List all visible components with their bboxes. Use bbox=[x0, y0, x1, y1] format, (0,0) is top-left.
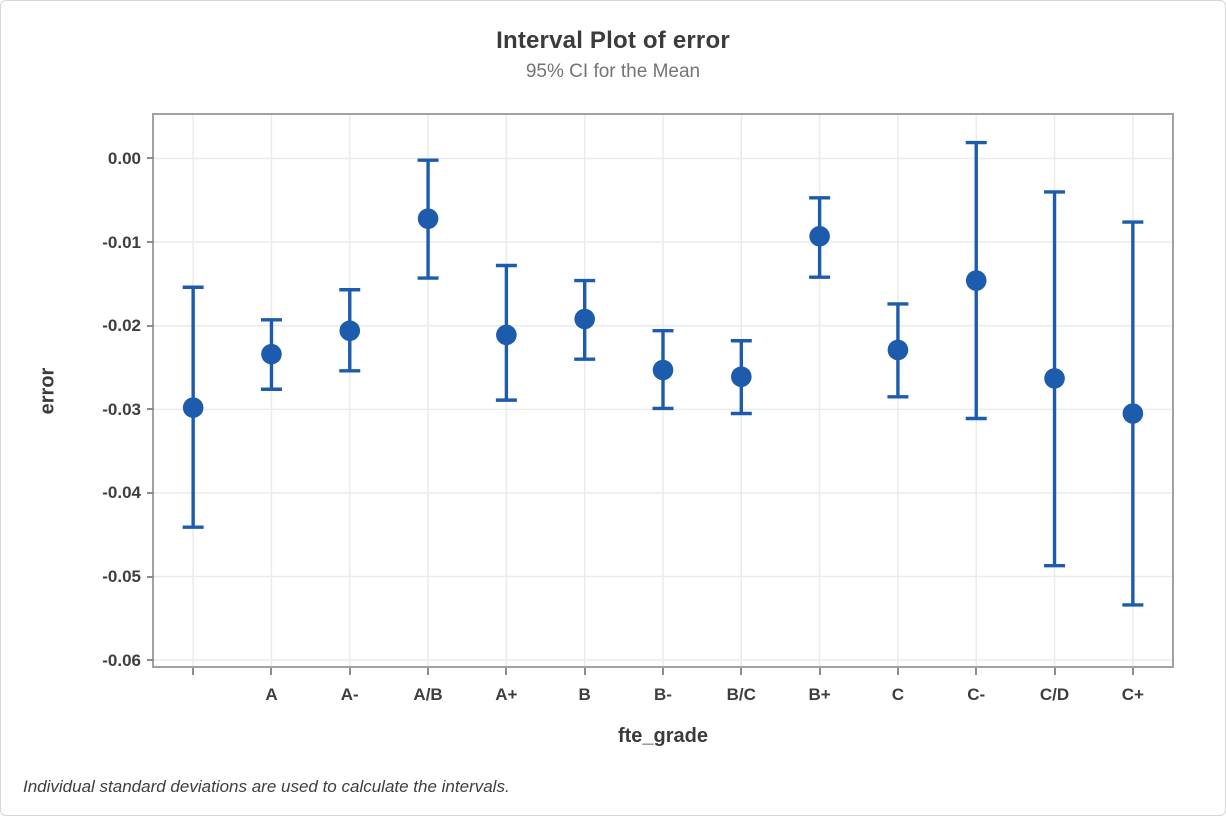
y-tick-mark bbox=[147, 324, 154, 327]
x-tick-label: A/B bbox=[413, 685, 443, 704]
mean-marker bbox=[417, 208, 439, 229]
mean-marker bbox=[965, 270, 987, 291]
x-tick-label: C bbox=[891, 685, 905, 704]
y-tick-label: -0.06 bbox=[102, 650, 141, 670]
x-tick-mark bbox=[270, 668, 273, 675]
chart-subtitle: 95% CI for the Mean bbox=[525, 61, 701, 82]
mean-marker bbox=[574, 308, 595, 330]
y-tick-label: -0.02 bbox=[102, 316, 141, 336]
y-tick-mark bbox=[147, 491, 154, 494]
chart-title: Interval Plot of error bbox=[496, 27, 730, 54]
x-tick-label: B bbox=[578, 685, 591, 704]
y-tick-label: -0.01 bbox=[102, 232, 141, 252]
x-tick-label: B/C bbox=[726, 685, 756, 704]
y-tick-label: -0.04 bbox=[102, 483, 141, 503]
footnote: Individual standard deviations are used … bbox=[23, 777, 510, 796]
mean-marker bbox=[182, 397, 204, 418]
x-tick-label: B- bbox=[654, 685, 672, 704]
y-tick-mark bbox=[147, 241, 154, 244]
x-tick-label: A- bbox=[340, 685, 359, 704]
mean-marker bbox=[339, 320, 361, 342]
x-tick-label: C/D bbox=[1039, 685, 1070, 704]
x-tick-mark bbox=[975, 668, 978, 675]
x-tick-mark bbox=[348, 668, 351, 675]
y-tick-mark bbox=[147, 659, 154, 662]
x-tick-mark bbox=[818, 668, 821, 675]
x-tick-mark bbox=[1053, 668, 1056, 675]
mean-marker bbox=[809, 225, 830, 247]
mean-marker bbox=[731, 366, 752, 388]
x-tick-label: C- bbox=[967, 685, 986, 704]
x-tick-mark bbox=[1131, 668, 1134, 675]
x-tick-label: C+ bbox=[1121, 685, 1144, 704]
mean-marker bbox=[496, 324, 517, 346]
y-tick-mark bbox=[147, 575, 154, 578]
mean-marker bbox=[1044, 368, 1065, 389]
mean-marker bbox=[261, 343, 282, 365]
mean-marker bbox=[887, 339, 909, 361]
x-tick-mark bbox=[192, 668, 195, 675]
x-tick-label: A+ bbox=[495, 685, 518, 704]
x-tick-mark bbox=[427, 668, 430, 675]
x-tick-mark bbox=[583, 668, 586, 675]
x-tick-mark bbox=[662, 668, 664, 675]
y-tick-label: -0.05 bbox=[102, 567, 141, 587]
x-tick-mark bbox=[896, 668, 899, 675]
plot-area bbox=[154, 115, 1172, 666]
mean-marker bbox=[652, 359, 674, 381]
y-tick-mark bbox=[147, 408, 154, 411]
x-tick-mark bbox=[740, 668, 743, 675]
x-axis-title: fte_grade bbox=[617, 725, 709, 747]
y-tick-label: 0.00 bbox=[107, 148, 141, 168]
x-tick-mark bbox=[505, 668, 508, 675]
mean-marker bbox=[1122, 403, 1144, 424]
y-tick-label: -0.03 bbox=[102, 399, 141, 419]
y-tick-mark bbox=[147, 157, 154, 160]
x-tick-label: B+ bbox=[808, 685, 831, 704]
x-tick-label: A bbox=[265, 685, 278, 704]
